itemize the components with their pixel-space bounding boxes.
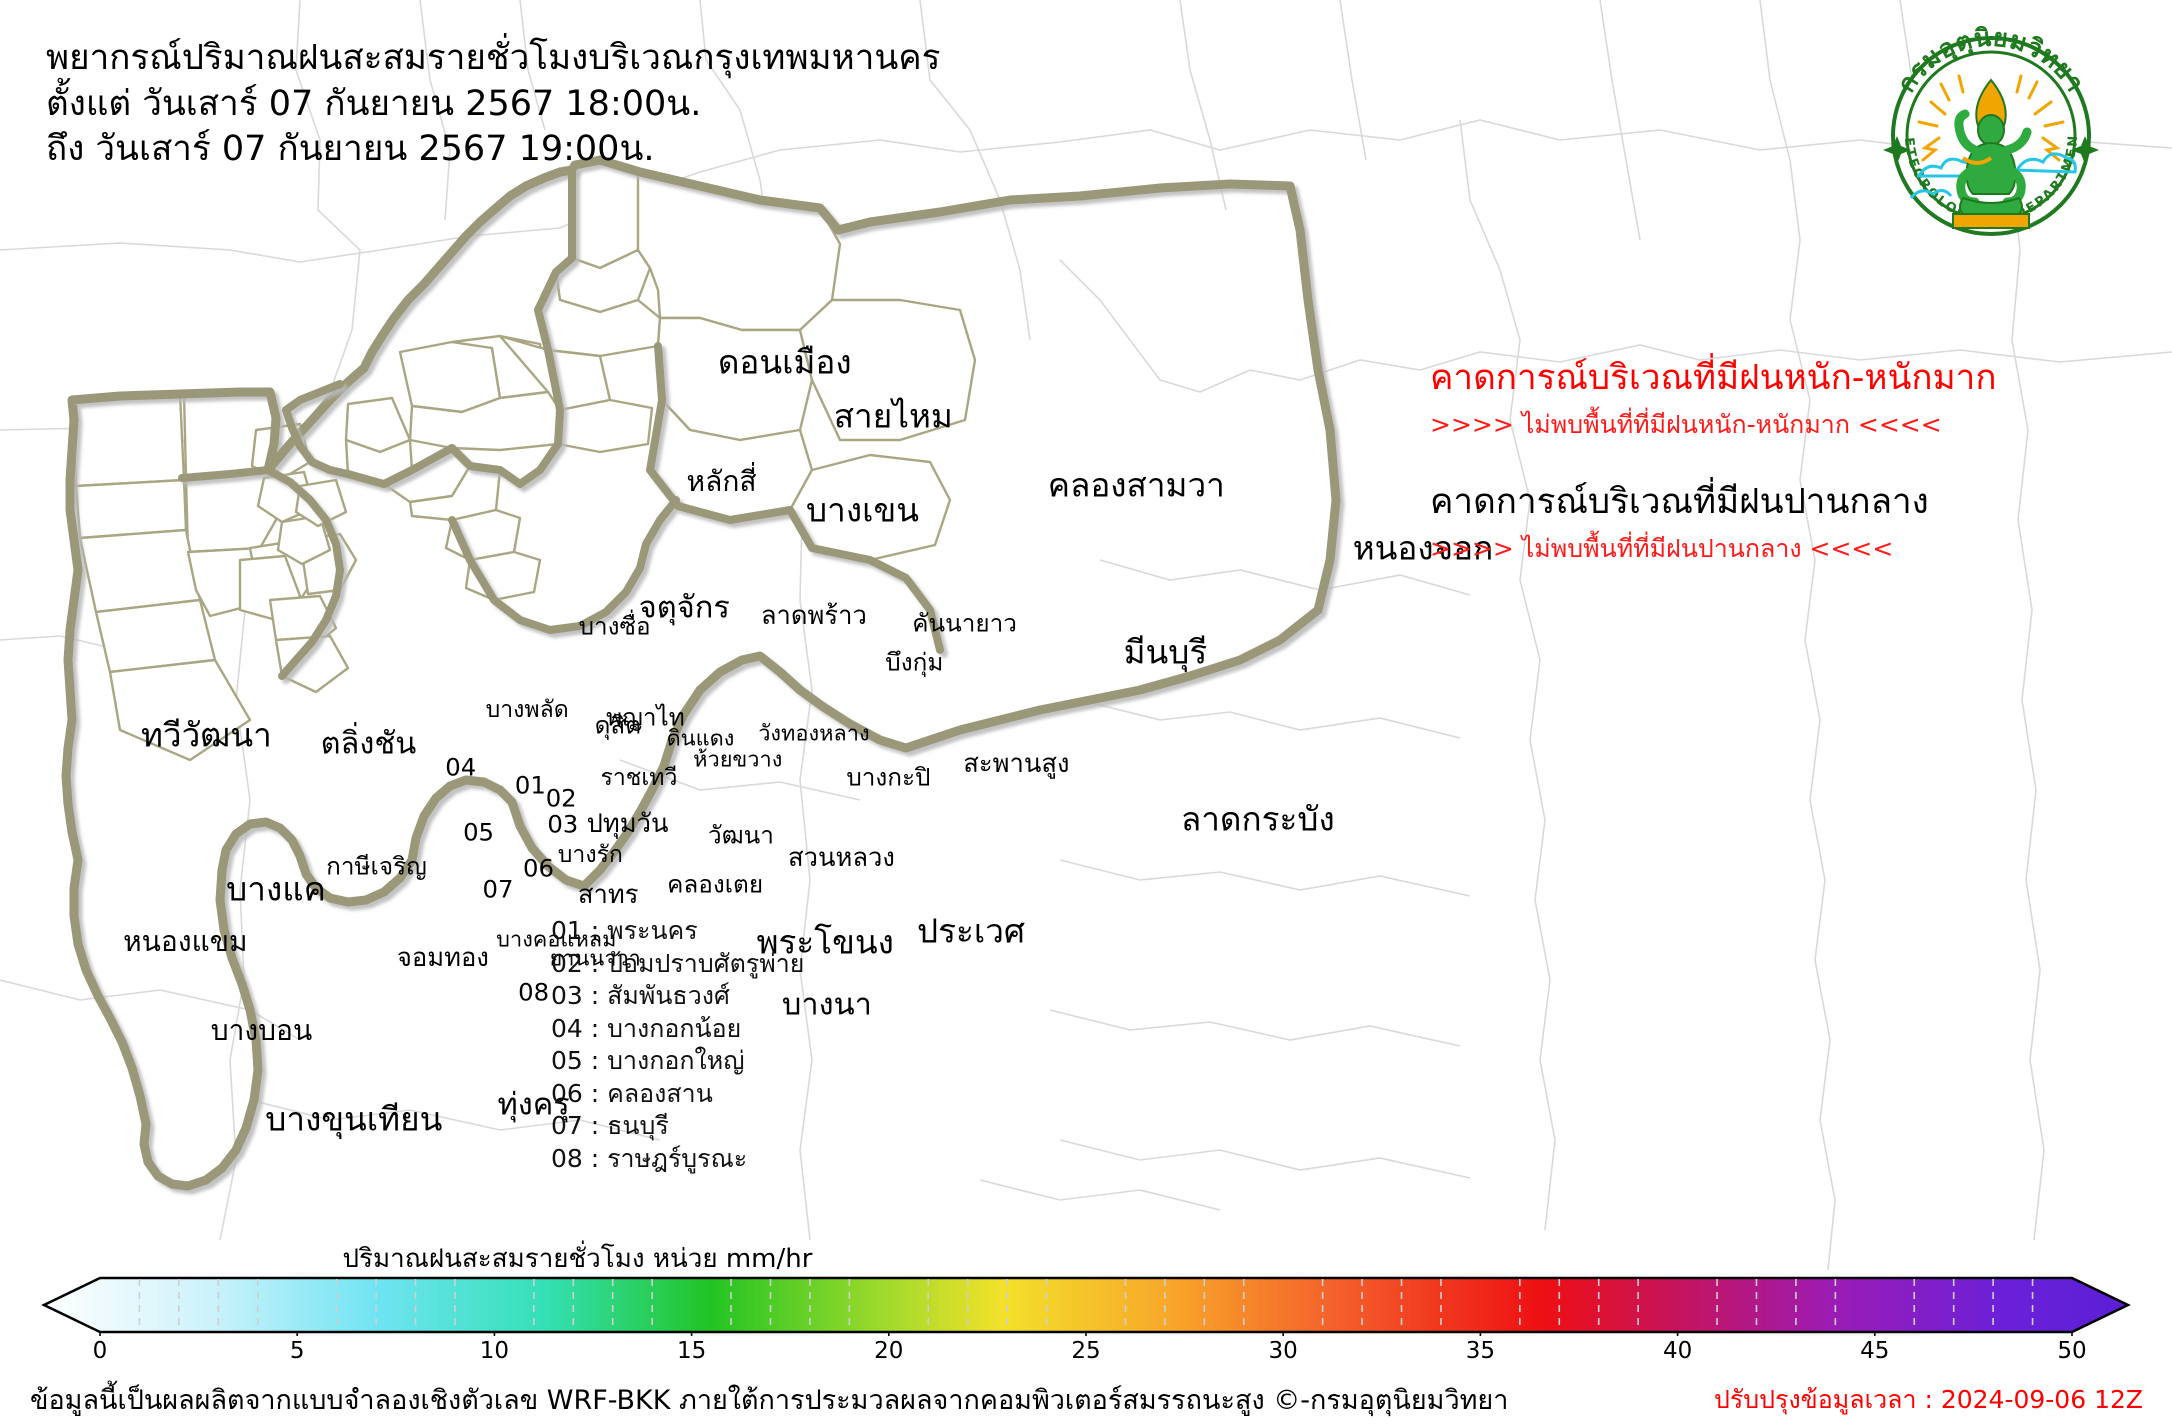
district-label: ปทุมวัน — [586, 808, 669, 839]
district-label: บางแค — [226, 869, 326, 909]
district-label: จอมทอง — [396, 943, 489, 974]
tmd-logo: กรมอุตุนิยมวิทยา METEOROLOGICAL DEPARTME… — [1867, 7, 2107, 240]
district-index-item: 01 : พระนคร — [551, 916, 698, 945]
colorbar-tick-label: 15 — [676, 1338, 707, 1364]
colorbar-tick-label: 50 — [2057, 1338, 2087, 1364]
logo-star-ornaments — [1883, 136, 2099, 164]
colorbar-tick-labels: 0 5 10 15 20 25 30 35 40 45 50 — [0, 1338, 2172, 1372]
page-title-line-2: ตั้งแต่ วันเสาร์ 07 กันยายน 2567 18:00น. — [46, 83, 702, 124]
district-label: หลักสี่ — [686, 464, 757, 498]
district-label: หนองจอก — [1352, 528, 1494, 568]
heavy-rain-legend-title: คาดการณ์บริเวณที่มีฝนหนัก-หนักมาก — [1430, 358, 1997, 398]
district-label: คันนายาว — [912, 608, 1017, 638]
colorbar-tick-label: 20 — [874, 1338, 904, 1364]
district-label: บางบอน — [210, 1014, 313, 1048]
colorbar-gradient — [41, 1276, 2131, 1336]
district-label: 06 — [523, 853, 554, 883]
page-title-line-3: ถึง วันเสาร์ 07 กันยายน 2567 19:00น. — [46, 129, 655, 169]
colorbar-tick-label: 10 — [479, 1338, 510, 1364]
district-label: 01 — [514, 770, 546, 800]
moderate-rain-legend-title: คาดการณ์บริเวณที่มีฝนปานกลาง — [1430, 482, 1929, 522]
district-label: คลองสามวา — [1047, 465, 1225, 505]
district-label: บึงกุ่ม — [885, 647, 944, 677]
district-label: ทวีวัฒนา — [141, 715, 272, 755]
inner-boundary-accents — [178, 166, 944, 680]
district-label: ลาดกระบัง — [1180, 799, 1335, 839]
district-label: 03 — [547, 809, 579, 839]
district-label: ประเวศ — [917, 911, 1026, 951]
district-label: 04 — [445, 752, 477, 782]
district-label: บางกะปิ — [846, 762, 931, 792]
page-footer: ข้อมูลนี้เป็นผลผลิตจากแบบจำลองเชิงตัวเลข… — [0, 1378, 2172, 1422]
logo-deity-figure — [1952, 78, 2032, 229]
district-index-item: 03 : สัมพันธวงศ์ — [551, 981, 730, 1010]
rainfall-forecast-legend: คาดการณ์บริเวณที่มีฝนหนัก-หนักมาก >>>> ไ… — [1430, 358, 2130, 564]
colorbar-tick-label: 45 — [1860, 1338, 1890, 1364]
district-label: คลองเตย — [667, 869, 764, 899]
district-label: สายไหม — [833, 396, 953, 436]
district-label: บางพลัด — [485, 697, 569, 724]
district-label: ตลิ่งชัน — [320, 725, 417, 762]
district-boundaries — [70, 158, 977, 762]
district-label: 05 — [463, 817, 495, 847]
district-index-item: 05 : บางกอกใหญ่ — [551, 1046, 745, 1075]
colorbar-tick-label: 5 — [289, 1338, 305, 1364]
colorbar-tick-label: 25 — [1071, 1338, 1101, 1364]
district-label: บางเขน — [806, 490, 919, 530]
district-label: บางขุนเทียน — [265, 1099, 443, 1139]
district-label: 07 — [482, 874, 514, 904]
district-label: วัฒนา — [708, 820, 774, 850]
district-label: กาษีเจริญ — [326, 851, 427, 881]
district-index-item: 08 : ราษฎร์บูรณะ — [551, 1143, 748, 1173]
footer-updated-timestamp: ปรับปรุงข้อมูลเวลา : 2024-09-06 12Z — [1714, 1385, 2144, 1414]
district-label: ทุ่งครุ — [497, 1086, 570, 1123]
district-label: บางรัก — [557, 841, 623, 868]
district-label: มีนบุรี — [1123, 632, 1208, 672]
district-label: บางนา — [781, 986, 872, 1023]
colorbar-tick-label: 40 — [1662, 1338, 1693, 1364]
page-title-block: พยากรณ์ปริมาณฝนสะสมรายชั่วโมงบริเวณกรุงเ… — [46, 36, 940, 173]
colorbar-tick-label: 35 — [1465, 1338, 1496, 1364]
district-label: ดุสิต — [594, 710, 642, 740]
district-label: ราชเทวี — [600, 765, 678, 792]
district-label: สาทร — [577, 880, 639, 911]
district-label: ดินแดง — [666, 726, 735, 752]
district-label: หนองแขม — [123, 925, 248, 959]
district-label: 08 — [518, 977, 550, 1007]
district-label: ห้วยขวาง — [693, 747, 783, 773]
bangkok-province-boundary — [61, 155, 1341, 1191]
tmd-seal-icon: กรมอุตุนิยมวิทยา METEOROLOGICAL DEPARTME… — [1867, 7, 2099, 236]
district-index-item: 07 : ธนบุรี — [551, 1111, 669, 1140]
district-label: ลาดพร้าว — [760, 601, 867, 632]
district-label: วังทองหลาง — [758, 721, 870, 747]
moderate-rain-legend-value: >>>> ไม่พบพื้นที่ที่มีฝนปานกลาง <<<< — [1430, 534, 1894, 564]
district-code-index: 01 : พระนคร 02 : ป้อมปราบศัตรูพ่าย 03 : … — [551, 915, 804, 1175]
colorbar-tick-label: 0 — [92, 1338, 108, 1364]
colorbar-title: ปริมาณฝนสะสมรายชั่วโมง หน่วย mm/hr — [342, 1244, 813, 1274]
district-label: 02 — [545, 783, 577, 813]
district-index-item: 06 : คลองสาน — [551, 1078, 713, 1108]
colorbar-tick-label: 30 — [1268, 1338, 1298, 1364]
district-index-item: 04 : บางกอกน้อย — [551, 1013, 742, 1043]
district-label: สวนหลวง — [787, 842, 895, 873]
district-label: พระโขนง — [756, 922, 894, 962]
district-label: บางซื่อ — [578, 611, 651, 641]
district-label: พญาไท — [606, 702, 685, 732]
rainfall-colorbar: ปริมาณฝนสะสมรายชั่วโมง หน่วย mm/hr 0 5 10 1… — [0, 1238, 2172, 1368]
district-label: ยานนาวา — [549, 946, 641, 972]
district-index-item: 02 : ป้อมปราบศัตรูพ่าย — [551, 948, 805, 978]
page-title-line-1: พยากรณ์ปริมาณฝนสะสมรายชั่วโมงบริเวณกรุงเ… — [46, 38, 941, 78]
district-label: บางคอแหลม — [496, 927, 617, 953]
district-label: ดอนเมือง — [717, 342, 852, 382]
district-label: จตุจักร — [638, 589, 730, 626]
footer-source-text: ข้อมูลนี้เป็นผลผลิตจากแบบจำลองเชิงตัวเลข… — [30, 1385, 1509, 1416]
district-label: สะพานสูง — [963, 748, 1070, 779]
heavy-rain-legend-value: >>>> ไม่พบพื้นที่ที่มีฝนหนัก-หนักมาก <<<… — [1430, 410, 1942, 440]
